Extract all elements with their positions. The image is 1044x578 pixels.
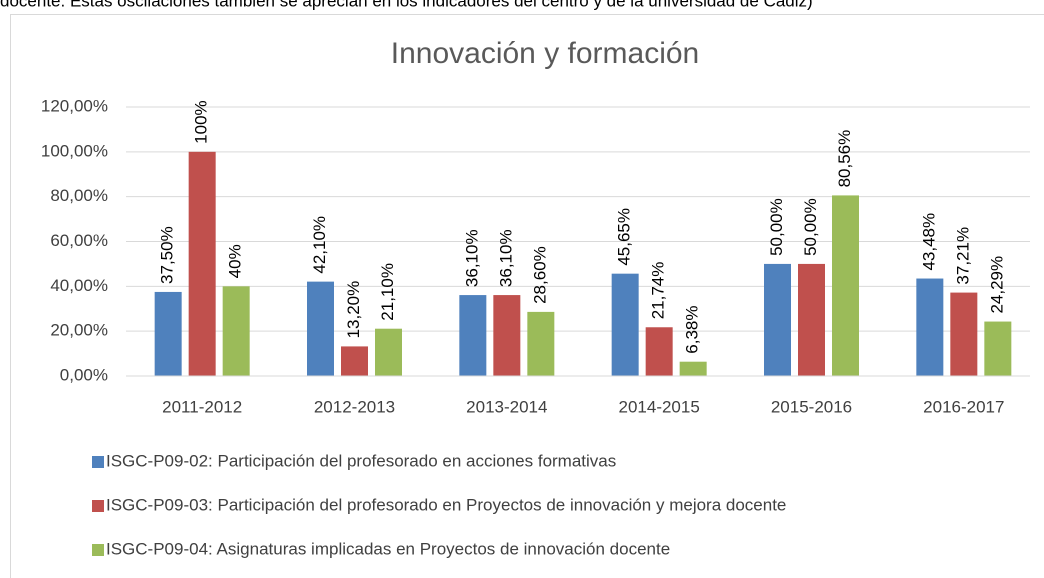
data-label: 36,10% — [462, 229, 481, 287]
data-label: 43,48% — [919, 213, 938, 271]
data-label: 42,10% — [310, 216, 329, 274]
bar — [798, 263, 825, 376]
bar — [154, 291, 182, 376]
x-tick-label: 2012-2013 — [314, 397, 395, 416]
data-label: 45,65% — [615, 208, 634, 266]
legend-label: ISGC-P09-02: Participación del profesora… — [106, 451, 616, 470]
y-tick-label: 0,00% — [60, 365, 108, 384]
legend-label: ISGC-P09-04: Asignaturas implicadas en P… — [106, 539, 670, 558]
data-label: 80,56% — [835, 130, 854, 188]
y-tick-label: 80,00% — [50, 186, 108, 205]
y-tick-label: 60,00% — [50, 231, 108, 250]
bar — [679, 361, 707, 376]
legend-label: ISGC-P09-03: Participación del profesora… — [106, 495, 786, 514]
bar — [188, 151, 216, 376]
y-tick-label: 100,00% — [41, 141, 108, 160]
bar — [984, 321, 1012, 376]
x-tick-label: 2013-2014 — [466, 397, 547, 416]
legend-swatch — [92, 544, 104, 556]
bar — [764, 263, 791, 376]
data-label: 37,50% — [158, 226, 177, 284]
data-label: 36,10% — [496, 229, 515, 287]
data-label: 21,10% — [378, 263, 397, 321]
bar — [950, 292, 978, 376]
bar — [222, 286, 250, 376]
data-label: 50,00% — [767, 198, 786, 256]
data-label: 40% — [226, 244, 245, 278]
legend-swatch — [92, 500, 104, 512]
data-label: 6,38% — [683, 305, 702, 353]
y-tick-label: 120,00% — [41, 96, 108, 115]
data-label: 100% — [192, 100, 211, 143]
y-tick-label: 40,00% — [50, 276, 108, 295]
bar — [916, 278, 944, 376]
legend-swatch — [92, 456, 104, 468]
chart-frame — [10, 14, 1044, 578]
bar — [493, 295, 521, 376]
bar — [341, 346, 368, 376]
data-label: 13,20% — [344, 281, 363, 339]
x-tick-label: 2014-2015 — [619, 397, 700, 416]
data-label: 21,74% — [649, 262, 668, 320]
x-tick-label: 2011-2012 — [162, 397, 242, 416]
header-text: docente. Estas oscilaciones también se a… — [0, 0, 813, 10]
bar — [459, 295, 487, 376]
x-tick-label: 2016-2017 — [923, 397, 1004, 416]
data-label: 24,29% — [987, 256, 1006, 314]
chart-title: Innovación y formación — [391, 37, 700, 70]
bar — [527, 311, 555, 376]
bar — [832, 195, 859, 376]
bar — [611, 273, 639, 376]
data-label: 37,21% — [953, 227, 972, 285]
data-label: 50,00% — [801, 198, 820, 256]
data-label: 28,60% — [530, 246, 549, 304]
bar — [645, 327, 673, 376]
bar — [375, 328, 402, 376]
y-tick-label: 20,00% — [50, 321, 108, 340]
bar — [307, 281, 334, 376]
x-tick-label: 2015-2016 — [771, 397, 852, 416]
